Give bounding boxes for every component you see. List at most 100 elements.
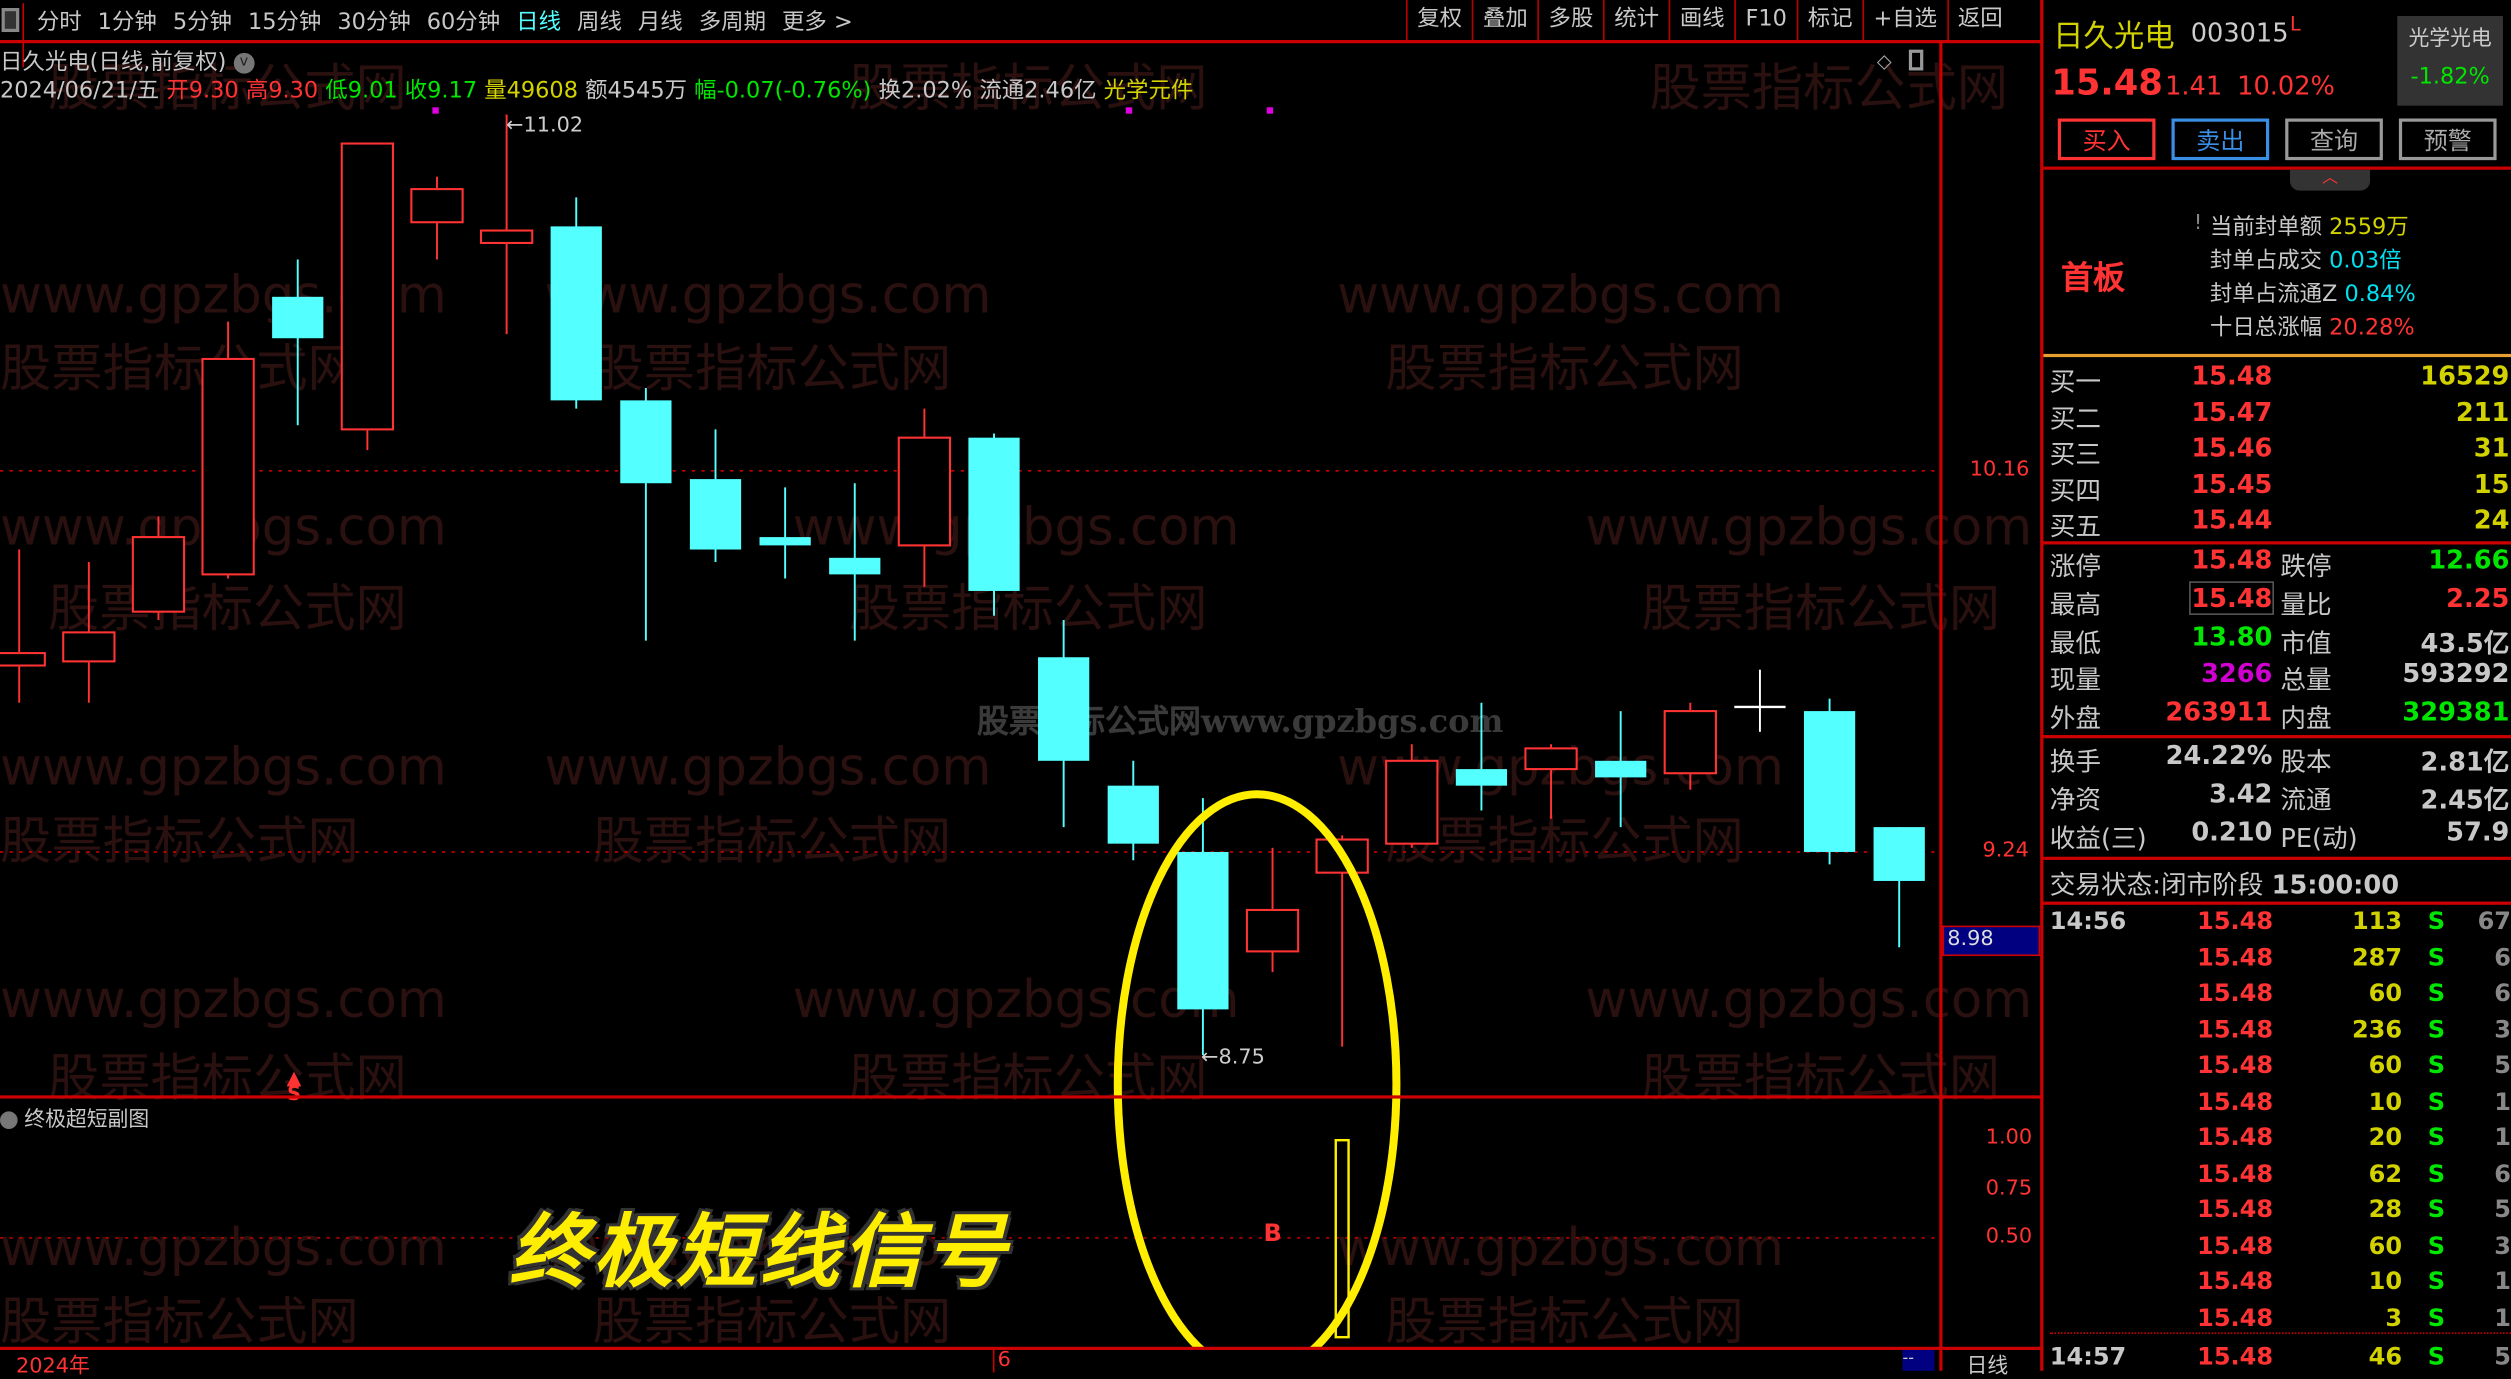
period-tabs: 分时 1分钟 5分钟 15分钟 30分钟 60分钟 日线 周线 月线 多周期 更多 > <box>29 0 861 40</box>
toolbar-button[interactable]: 画线 <box>1668 0 1735 41</box>
fundamental-row: 净资 3.42 流通 2.45亿 <box>2049 778 2510 816</box>
watermark: www.gpzbgs.com <box>1337 1217 1784 1278</box>
toolbar-button[interactable]: 叠加 <box>1471 0 1538 41</box>
tab-period[interactable]: 月线 <box>637 8 683 35</box>
chart-title: 日久光电(日线,前复权) v <box>0 45 255 77</box>
sub-axis-label: 0.50 <box>1985 1225 2033 1250</box>
tick-row: 15.48 28 S 5 <box>2197 1194 2511 1224</box>
buy-button[interactable]: 买入 <box>2057 118 2156 161</box>
query-button[interactable]: 查询 <box>2285 118 2383 161</box>
chart-toolbar: 复权 叠加 多股 统计 画线 F10 标记 +自选 返回 <box>1406 0 2013 41</box>
watermark: 股票指标公式网 <box>848 57 1208 119</box>
watermark: 股票指标公式网 <box>0 810 359 872</box>
tab-period[interactable]: 更多 > <box>782 8 853 35</box>
watermark: 股票指标公式网 <box>848 578 1208 639</box>
chevron-down-icon[interactable] <box>0 1111 18 1129</box>
seal-info-row: 封单占流通Z 0.84% <box>2209 281 2416 308</box>
toolbar-button[interactable]: +自选 <box>1862 0 1946 41</box>
watermark: 股票指标公式网 <box>592 337 952 399</box>
watermark: 股票指标公式网 <box>592 1290 952 1352</box>
trade-status: 交易状态:闭市阶段 15:00:00 <box>2049 869 2400 900</box>
tab-period[interactable]: 分时 <box>36 8 82 35</box>
tick-row: 14:56 15.48 113 S 67 <box>2049 906 2511 936</box>
watermark: 股票指标公式网 <box>48 578 407 639</box>
seal-info-row: 封单占成交 0.03倍 <box>2209 248 2402 274</box>
panel-icon[interactable] <box>1908 49 1924 71</box>
toolbar-button[interactable]: 返回 <box>1946 0 2013 41</box>
highlight-ellipse <box>1113 790 1401 1349</box>
signal-title: 终极短线信号 <box>509 1204 1009 1299</box>
tab-period[interactable]: 多周期 <box>698 8 766 35</box>
candle-body-down <box>1107 785 1159 844</box>
watermark: www.gpzbgs.com <box>0 736 447 798</box>
candle-body-up <box>1315 838 1369 874</box>
sector-box[interactable]: 光学光电 -1.82% <box>2397 16 2503 106</box>
low-price-label: ←8.75 <box>1201 1045 1265 1070</box>
bid-row[interactable]: 买五 15.44 24 <box>2049 504 2510 542</box>
seal-info-row: 十日总涨幅 20.28% <box>2209 315 2415 342</box>
watermark: www.gpzbgs.com <box>1585 496 2033 558</box>
tab-period[interactable]: 周线 <box>577 8 622 35</box>
toolbar-button[interactable]: 复权 <box>1406 0 1472 41</box>
price-change: 1.41 <box>2165 70 2223 101</box>
toolbar-button[interactable]: 多股 <box>1537 0 1603 41</box>
stock-name: 日久光电 <box>2052 19 2175 55</box>
signal-s-marker: ▲ S <box>286 1066 302 1105</box>
candle-body-down <box>550 226 602 401</box>
toolbar-button[interactable]: 标记 <box>1796 0 1863 41</box>
tick-row: 15.48 10 S 1 <box>2197 1086 2511 1116</box>
candle-body-up <box>131 536 186 613</box>
tab-period[interactable]: 30分钟 <box>337 8 411 35</box>
collapse-button[interactable]: ︿ <box>2290 169 2371 191</box>
watermark: 股票指标公式网 <box>1649 57 2009 119</box>
toolbar-button[interactable]: 统计 <box>1603 0 1669 41</box>
tab-period[interactable]: 60分钟 <box>426 8 501 35</box>
watermark: www.gpzbgs.com <box>0 968 447 1030</box>
stat-row: 最低 13.80 市值 43.5亿 <box>2049 620 2510 658</box>
tab-period[interactable]: 15分钟 <box>247 8 322 35</box>
candle-body-down <box>968 437 1020 591</box>
marker-dot <box>1266 107 1274 114</box>
chevron-down-icon[interactable]: v <box>233 52 255 73</box>
watermark: 股票指标公式网 <box>1385 1290 1744 1352</box>
tab-period[interactable]: 日线 <box>516 8 562 35</box>
bid-row[interactable]: 买四 15.45 15 <box>2049 468 2510 506</box>
stat-row: 现量 3266 总量 593292 <box>2049 658 2510 696</box>
candle-body-down <box>1177 851 1229 1010</box>
candle-body-down <box>1038 657 1090 761</box>
price-change-pct: 10.02% <box>2237 70 2335 101</box>
watermark: 股票指标公式网 <box>1385 810 1744 872</box>
watermark: www.gpzbgs.com <box>1585 968 2033 1030</box>
candle-body-up <box>479 229 534 244</box>
watermark: www.gpzbgs.com <box>544 264 992 326</box>
price-axis-label: 9.24 <box>1982 839 2029 864</box>
sell-button[interactable]: 卖出 <box>2171 118 2270 161</box>
toolbar-button[interactable]: F10 <box>1734 0 1796 41</box>
bid-row[interactable]: 买一 15.48 16529 <box>2049 360 2510 398</box>
candlestick-chart[interactable] <box>0 0 1941 1349</box>
scroll-box[interactable]: -- <box>1902 1349 1935 1371</box>
candle-body-up <box>1385 759 1439 845</box>
alert-button[interactable]: 预警 <box>2398 118 2497 161</box>
bid-row[interactable]: 买二 15.47 211 <box>2049 396 2510 434</box>
marker-dot <box>1125 107 1133 114</box>
candle-body-up <box>62 631 116 663</box>
candle-body-down <box>272 296 324 339</box>
fundamental-row: 换手 24.22% 股本 2.81亿 <box>2049 739 2510 777</box>
tab-period[interactable]: 1分钟 <box>97 8 157 35</box>
diamond-icon[interactable]: ◇ <box>1876 49 1892 73</box>
candle-body-down <box>1595 760 1647 778</box>
sub-axis-label: 0.75 <box>1985 1177 2033 1202</box>
signal-bar <box>1334 1138 1350 1339</box>
high-price-label: ←11.02 <box>506 113 584 138</box>
bid-row[interactable]: 买三 15.46 31 <box>2049 432 2510 470</box>
tab-period[interactable]: 5分钟 <box>172 8 232 35</box>
tick-row: 15.48 60 S 6 <box>2197 978 2511 1008</box>
stat-row: 最高 15.48 量比 2.25 <box>2049 580 2510 620</box>
watermark: 股票指标公式网 <box>0 337 359 399</box>
tick-row: 15.48 60 S 5 <box>2197 1050 2511 1080</box>
layout-toggle-icon[interactable] <box>1 8 20 33</box>
period-label[interactable]: 日线 <box>1966 1354 2009 1379</box>
seal-info-row: 当前封单额 2559万 <box>2209 214 2409 241</box>
